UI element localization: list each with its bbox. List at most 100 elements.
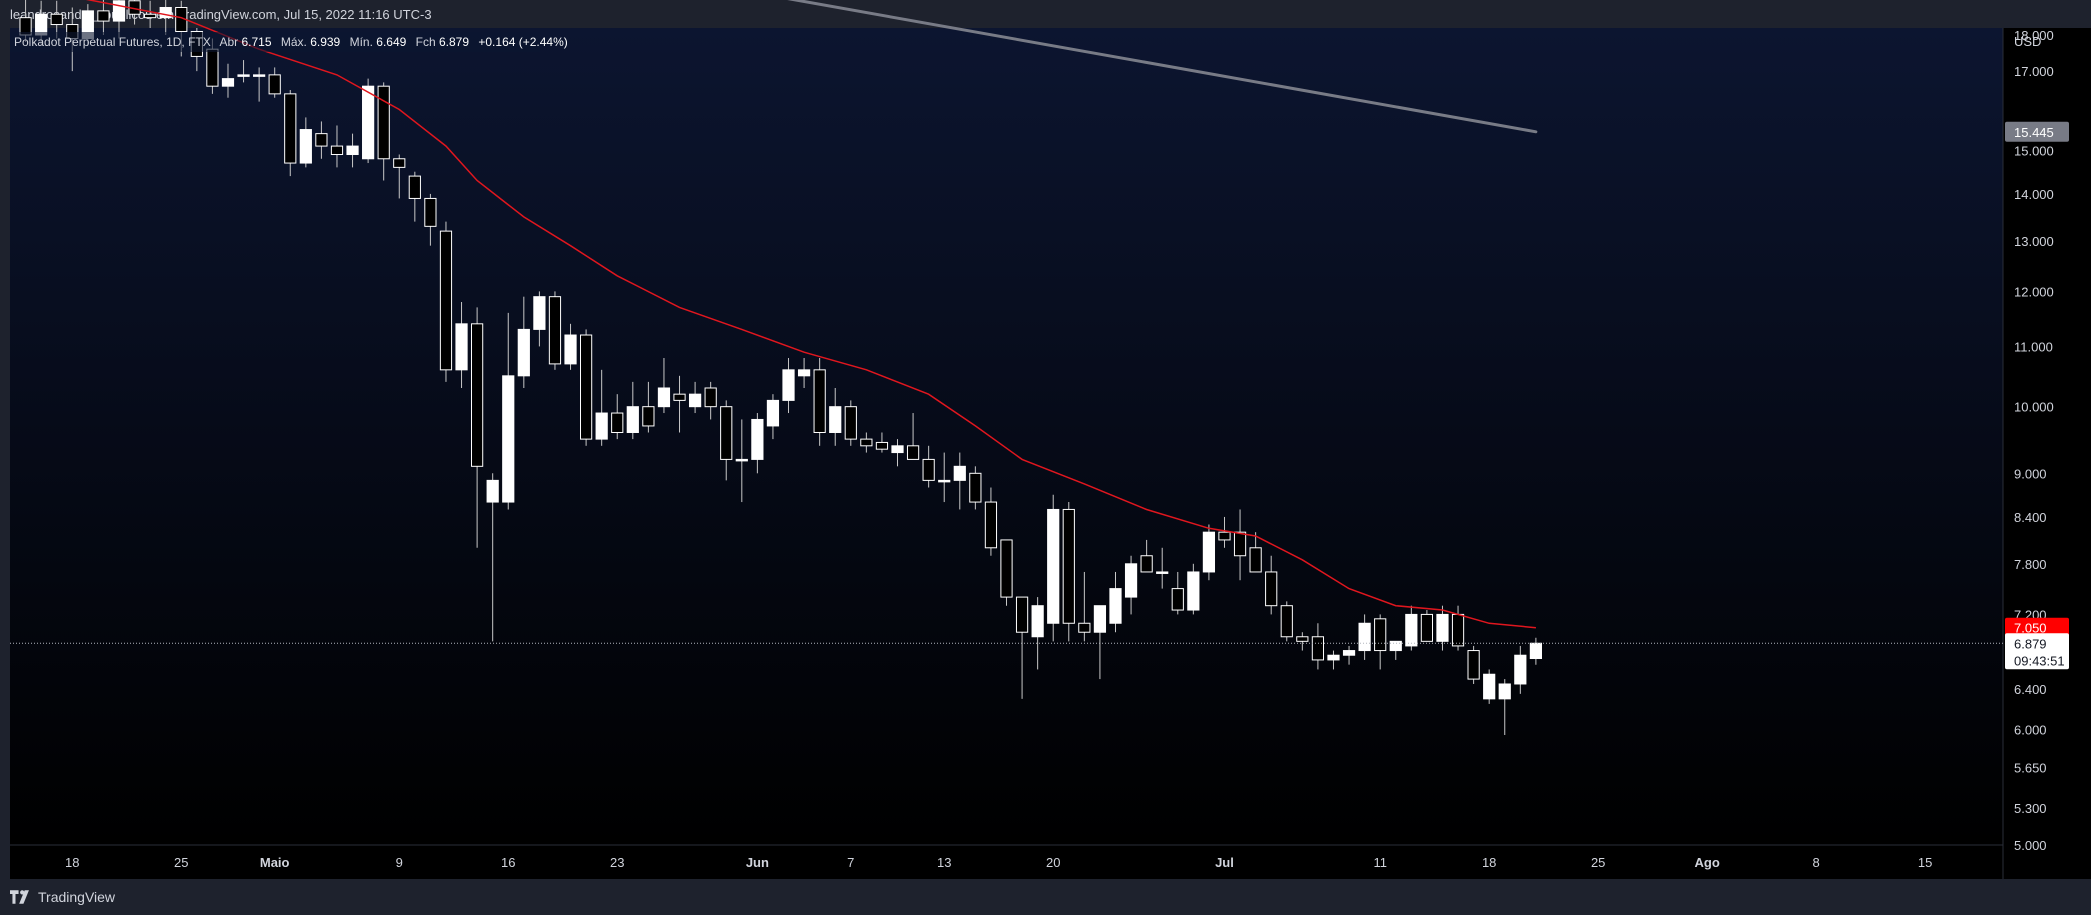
candle[interactable]: [813, 358, 826, 446]
candle[interactable]: [362, 78, 375, 164]
candle[interactable]: [408, 171, 421, 222]
candle[interactable]: [875, 432, 889, 453]
candle[interactable]: [377, 82, 390, 181]
candle[interactable]: [1311, 623, 1325, 670]
candle[interactable]: [953, 452, 966, 510]
candle[interactable]: [1171, 571, 1184, 615]
price-axis[interactable]: USD 18.000 17.000 15.445 15.000 14.000 13.000…: [2014, 28, 2054, 853]
candle[interactable]: [1327, 650, 1340, 670]
candle[interactable]: [735, 419, 748, 503]
candle-body: [595, 412, 608, 440]
candle[interactable]: [1514, 645, 1527, 694]
candle[interactable]: [844, 400, 857, 446]
candle[interactable]: [1109, 571, 1122, 633]
candle[interactable]: [1436, 605, 1449, 651]
candle[interactable]: [1000, 539, 1013, 606]
candle[interactable]: [1249, 532, 1262, 573]
candle[interactable]: [642, 381, 655, 433]
candle[interactable]: [1093, 605, 1107, 680]
candle-body: [1342, 650, 1356, 656]
candle[interactable]: [704, 381, 717, 420]
candle[interactable]: [1374, 614, 1387, 670]
candle[interactable]: [1078, 571, 1091, 642]
candle[interactable]: [439, 221, 453, 382]
candle[interactable]: [1342, 645, 1356, 665]
candle[interactable]: [1467, 645, 1480, 684]
candle[interactable]: [471, 307, 484, 548]
candle[interactable]: [626, 381, 639, 440]
candle[interactable]: [829, 387, 842, 446]
candle[interactable]: [502, 312, 515, 510]
candle[interactable]: [1124, 555, 1138, 615]
candle[interactable]: [657, 358, 671, 414]
candle[interactable]: [330, 125, 344, 168]
candle[interactable]: [766, 394, 780, 440]
candle[interactable]: [144, 0, 157, 28]
candle[interactable]: [1280, 601, 1293, 642]
candle[interactable]: [268, 67, 281, 98]
candle[interactable]: [393, 154, 406, 199]
candle[interactable]: [159, 0, 172, 35]
candle[interactable]: [751, 413, 764, 474]
candle[interactable]: [517, 296, 530, 388]
candle[interactable]: [1218, 516, 1231, 548]
candle[interactable]: [1233, 509, 1247, 581]
candle[interactable]: [922, 445, 935, 488]
candle[interactable]: [112, 0, 126, 39]
candle[interactable]: [673, 375, 686, 433]
candle[interactable]: [720, 400, 733, 481]
candle[interactable]: [1265, 555, 1278, 615]
candle[interactable]: [938, 452, 951, 503]
price-chart[interactable]: USD 18.000 17.000 15.445 15.000 14.000 13.000…: [0, 0, 2091, 879]
candle[interactable]: [1296, 632, 1309, 651]
candle[interactable]: [1047, 494, 1060, 642]
candle-body: [813, 369, 826, 433]
candle[interactable]: [969, 466, 982, 510]
candle[interactable]: [1529, 637, 1542, 665]
candle[interactable]: [1483, 669, 1496, 704]
candle[interactable]: [1389, 640, 1402, 660]
candle[interactable]: [315, 121, 328, 159]
candle[interactable]: [1140, 539, 1153, 573]
candle[interactable]: [860, 432, 873, 453]
candle[interactable]: [346, 133, 359, 168]
candle[interactable]: [486, 473, 499, 642]
candle[interactable]: [1420, 610, 1434, 642]
candle[interactable]: [221, 63, 235, 98]
candle[interactable]: [797, 358, 811, 388]
candle[interactable]: [97, 0, 110, 35]
moving-average-line[interactable]: [26, 0, 1536, 629]
candle[interactable]: [1498, 679, 1511, 735]
candle[interactable]: [688, 381, 702, 414]
candle[interactable]: [299, 117, 312, 168]
candle[interactable]: [906, 413, 920, 460]
candle[interactable]: [253, 67, 266, 102]
candle[interactable]: [424, 193, 437, 246]
candle[interactable]: [611, 394, 624, 440]
candle[interactable]: [579, 329, 593, 446]
candle[interactable]: [595, 369, 608, 446]
candle[interactable]: [237, 60, 250, 83]
candle[interactable]: [1187, 563, 1200, 615]
candle[interactable]: [1202, 524, 1216, 581]
candle[interactable]: [782, 358, 795, 414]
candle[interactable]: [1156, 547, 1169, 589]
candle[interactable]: [1062, 502, 1075, 642]
candle[interactable]: [533, 291, 546, 347]
candle[interactable]: [548, 291, 562, 370]
candle[interactable]: [1031, 597, 1044, 670]
tradingview-brand[interactable]: TradingView: [10, 889, 115, 905]
candle[interactable]: [564, 323, 577, 370]
candle-body: [393, 158, 406, 168]
candle[interactable]: [984, 487, 998, 556]
trend-line[interactable]: [726, 0, 1538, 134]
candle[interactable]: [128, 0, 141, 25]
candle[interactable]: [284, 90, 297, 177]
legend: Polkadot Perpetual Futures, 1D, FTX Abr …: [10, 32, 568, 52]
time-axis[interactable]: 18 25 Maio 9 16 23 Jun 7 13 20 Jul 11 18 25 Ago 8 15: [65, 855, 1932, 870]
candle-body: [1498, 683, 1511, 700]
candle[interactable]: [455, 302, 468, 388]
candle[interactable]: [1015, 596, 1029, 699]
candle[interactable]: [1358, 614, 1371, 660]
candle[interactable]: [891, 439, 904, 467]
